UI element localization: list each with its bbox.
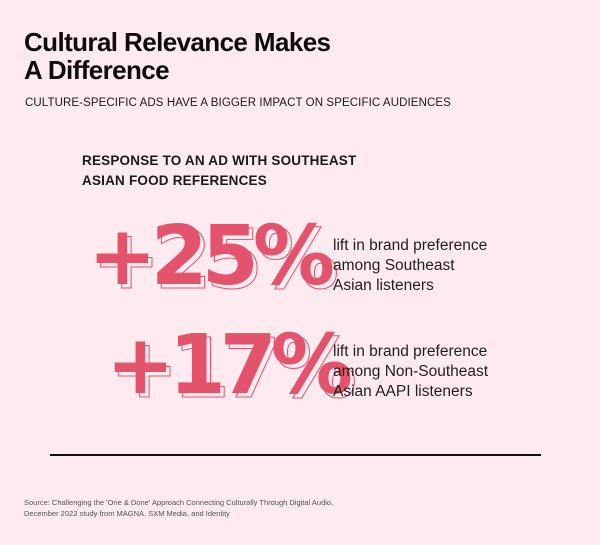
stat-outline: +25% — [92, 213, 340, 308]
source-line-2: December 2022 study from MAGNA, SXM Medi… — [24, 509, 230, 518]
page-subtitle: CULTURE-SPECIFIC ADS HAVE A BIGGER IMPAC… — [25, 97, 451, 109]
stat-description-non-southeast-asian: lift in brand preference among Non-South… — [333, 342, 488, 402]
source-line-1: Source: Challenging the 'One & Done' App… — [24, 498, 334, 507]
stat-fill: +17% — [106, 318, 353, 413]
stat-fill: +25% — [88, 209, 335, 304]
desc-line: Asian AAPI listeners — [333, 383, 473, 400]
desc-line: among Southeast — [333, 257, 455, 274]
page-title: Cultural Relevance Makes A Difference — [24, 27, 331, 85]
section-heading-line-2: ASIAN FOOD REFERENCES — [82, 173, 267, 188]
section-heading-line-1: RESPONSE TO AN AD WITH SOUTHEAST — [82, 153, 357, 168]
desc-line: among Non-Southeast — [333, 363, 489, 380]
stat-value-southeast-asian: +25% +25% — [88, 216, 339, 303]
desc-line: lift in brand preference — [333, 343, 488, 360]
stat-description-southeast-asian: lift in brand preference among Southeast… — [333, 236, 487, 296]
section-heading: RESPONSE TO AN AD WITH SOUTHEAST ASIAN F… — [82, 151, 356, 191]
divider — [50, 454, 541, 456]
stat-outline: +17% — [110, 322, 358, 417]
desc-line: lift in brand preference — [333, 237, 488, 254]
title-line-2: A Difference — [24, 55, 170, 85]
stat-value-non-southeast-asian: +17% +17% — [106, 325, 357, 412]
desc-line: Asian listeners — [333, 277, 434, 294]
source-note: Source: Challenging the 'One & Done' App… — [24, 497, 333, 519]
title-line-1: Cultural Relevance Makes — [24, 27, 331, 57]
